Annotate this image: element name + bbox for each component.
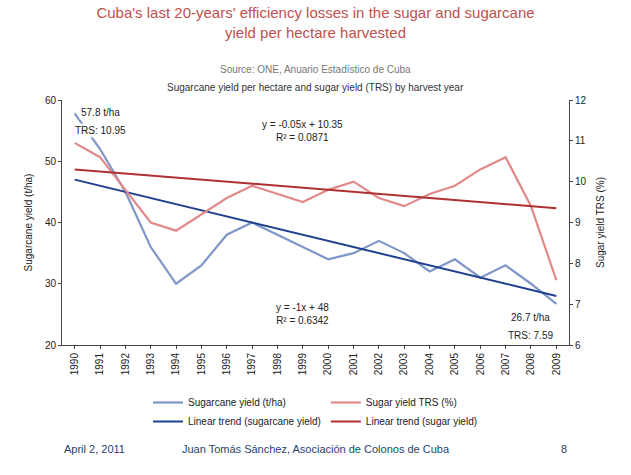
svg-text:2008: 2008	[525, 353, 536, 376]
svg-text:26.7 t/ha: 26.7 t/ha	[511, 312, 550, 323]
svg-text:1997: 1997	[246, 353, 257, 376]
svg-text:2009: 2009	[551, 353, 562, 376]
svg-text:Linear trend (sugarcane yield): Linear trend (sugarcane yield)	[188, 416, 321, 427]
svg-text:11: 11	[575, 135, 586, 146]
svg-text:2002: 2002	[373, 353, 384, 376]
svg-text:10: 10	[575, 176, 587, 187]
svg-text:8: 8	[561, 443, 567, 455]
svg-text:1998: 1998	[272, 353, 283, 376]
svg-text:Sugar yield TRS (%): Sugar yield TRS (%)	[366, 397, 457, 408]
svg-text:TRS: 10.95: TRS: 10.95	[75, 125, 126, 136]
svg-text:12: 12	[575, 95, 587, 106]
svg-text:2000: 2000	[322, 353, 333, 376]
svg-text:Cuba's last 20-years' efficien: Cuba's last 20-years' efficiency losses …	[96, 4, 534, 41]
svg-text:20: 20	[45, 340, 57, 351]
svg-text:1994: 1994	[170, 353, 181, 376]
svg-text:6: 6	[575, 340, 581, 351]
svg-text:y = -1x + 48R² = 0.6342: y = -1x + 48R² = 0.6342	[276, 302, 329, 326]
svg-text:Sugarcane yield (t/ha): Sugarcane yield (t/ha)	[23, 174, 34, 272]
svg-text:Source: ONE, Anuario Estadísti: Source: ONE, Anuario Estadístico de Cuba	[220, 64, 411, 75]
svg-text:9: 9	[575, 217, 581, 228]
svg-text:57.8 t/ha: 57.8 t/ha	[81, 107, 120, 118]
svg-text:8: 8	[575, 258, 581, 269]
svg-text:1993: 1993	[145, 353, 156, 376]
svg-text:50: 50	[45, 156, 57, 167]
svg-text:1991: 1991	[94, 353, 105, 376]
svg-text:2007: 2007	[500, 353, 511, 376]
svg-text:2001: 2001	[348, 353, 359, 376]
svg-text:2006: 2006	[475, 353, 486, 376]
svg-text:Juan Tomás Sánchez, Asociación: Juan Tomás Sánchez, Asociación de Colono…	[182, 443, 450, 455]
svg-text:40: 40	[45, 217, 57, 228]
svg-text:April 2, 2011: April 2, 2011	[64, 443, 125, 455]
svg-text:2005: 2005	[449, 353, 460, 376]
svg-text:30: 30	[45, 278, 57, 289]
svg-text:60: 60	[45, 95, 57, 106]
svg-text:7: 7	[575, 299, 581, 310]
svg-text:Sugarcane yield per hectare an: Sugarcane yield per hectare and sugar yi…	[167, 82, 464, 93]
svg-text:1990: 1990	[69, 353, 80, 376]
svg-text:TRS: 7.59: TRS: 7.59	[508, 330, 553, 341]
svg-text:2003: 2003	[398, 353, 409, 376]
svg-text:2004: 2004	[424, 353, 435, 376]
svg-text:1992: 1992	[120, 353, 131, 376]
svg-text:Sugar yield TRS (%): Sugar yield TRS (%)	[595, 177, 606, 268]
svg-text:1999: 1999	[297, 353, 308, 376]
svg-text:Linear trend (sugar yield): Linear trend (sugar yield)	[366, 416, 477, 427]
svg-text:Sugarcane yield (t/ha): Sugarcane yield (t/ha)	[188, 397, 286, 408]
svg-text:1996: 1996	[221, 353, 232, 376]
svg-text:y = -0.05x + 10.35R² = 0.0871: y = -0.05x + 10.35R² = 0.0871	[262, 119, 343, 143]
svg-text:1995: 1995	[196, 353, 207, 376]
